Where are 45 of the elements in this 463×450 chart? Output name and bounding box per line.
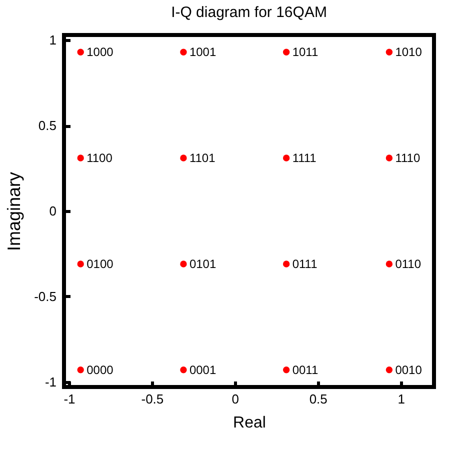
point (77, 154, 84, 162)
annotation: 1110 (395, 151, 420, 166)
annotation: 0001 (189, 362, 216, 377)
annotation: 1111 (292, 151, 317, 166)
point (77, 366, 84, 374)
chart-title: I-Q diagram for 16QAM (171, 4, 327, 22)
point (282, 48, 290, 56)
annotation: 1000 (86, 45, 114, 60)
y-tick-label: -1 (44, 374, 56, 390)
point (386, 154, 393, 162)
y-tick-label: 0 (49, 204, 56, 218)
point (180, 154, 187, 162)
y-tick-label: -0.5 (34, 288, 56, 304)
point (282, 366, 290, 374)
point (386, 366, 393, 374)
point (282, 154, 290, 162)
annotation: 1100 (86, 151, 113, 166)
annotation: 1011 (292, 45, 318, 60)
annotation: 1101 (189, 151, 216, 166)
point (180, 48, 187, 56)
annotation: 0000 (86, 362, 114, 377)
annotation: 1010 (395, 45, 422, 60)
annotation: 0111 (292, 256, 318, 271)
x-tick-label: -0.5 (141, 392, 164, 406)
y-axis-title: Imaginary (4, 172, 24, 252)
x-tick-label: 0.5 (309, 392, 328, 406)
annotation: 1001 (189, 45, 216, 60)
x-tick-label: 1 (398, 392, 405, 406)
point (77, 48, 84, 56)
point (180, 260, 187, 268)
annotation: 0110 (395, 256, 422, 271)
annotation: 0011 (292, 362, 318, 377)
x-tick-label: -1 (64, 392, 76, 406)
y-tick-label: 0.5 (38, 118, 56, 134)
annotation: 0101 (189, 256, 216, 271)
y-tick-label: 1 (49, 32, 56, 48)
point (180, 366, 187, 374)
x-axis-title: Real (233, 414, 266, 432)
annotation: 0010 (395, 362, 422, 377)
point (282, 260, 290, 268)
point (386, 48, 393, 56)
point (77, 260, 84, 268)
annotation: 0100 (86, 256, 114, 271)
point (386, 260, 393, 268)
x-tick-label: 0 (232, 392, 240, 406)
